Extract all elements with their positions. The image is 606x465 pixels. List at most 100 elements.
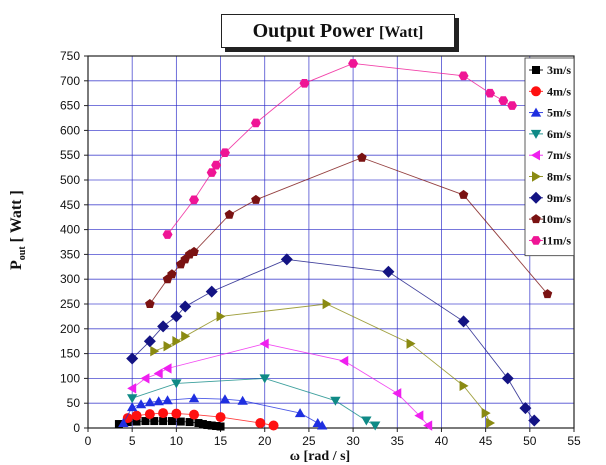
y-tick-label-2: 100 — [60, 371, 80, 385]
series-4m/s — [122, 408, 279, 431]
y-tick-label-5: 250 — [60, 297, 80, 311]
data-point-1-4 — [171, 408, 182, 419]
data-point-2-3 — [144, 397, 156, 407]
data-point-7-8 — [251, 194, 261, 204]
data-point-3-5 — [369, 421, 381, 431]
data-point-7-9 — [357, 152, 367, 162]
legend-label-4: 7m/s — [547, 148, 571, 162]
legend-label-3: 6m/s — [547, 127, 571, 141]
data-point-5-0 — [150, 345, 160, 357]
data-point-7-2 — [167, 269, 177, 279]
legend-label-0: 3m/s — [547, 63, 571, 77]
x-tick-label-3: 15 — [214, 434, 228, 448]
data-point-4-5 — [339, 355, 349, 367]
legend-label-2: 5m/s — [547, 106, 571, 120]
legend-marker-8 — [531, 236, 541, 245]
data-point-6-5 — [205, 285, 218, 298]
data-point-4-2 — [153, 368, 163, 379]
data-point-0-12 — [207, 421, 216, 430]
data-point-0-11 — [203, 421, 212, 430]
legend-label-5: 8m/s — [547, 170, 571, 184]
y-tick-label-6: 300 — [60, 272, 80, 286]
data-point-3-2 — [259, 374, 270, 384]
data-point-6-8 — [457, 315, 470, 328]
y-tick-label-12: 600 — [60, 123, 80, 137]
data-point-2-9 — [294, 408, 306, 418]
data-point-1-3 — [158, 408, 169, 419]
data-point-8-6 — [299, 78, 310, 88]
series-5m/s — [118, 393, 328, 430]
data-point-8-7 — [348, 59, 359, 68]
data-point-0-2 — [132, 417, 141, 426]
series-6m/s — [126, 374, 381, 431]
legend-label-1: 4m/s — [547, 84, 571, 98]
data-point-2-5 — [162, 395, 173, 405]
data-point-4-3 — [162, 363, 172, 374]
x-tick-label-1: 5 — [129, 434, 136, 448]
x-tick-label-6: 30 — [346, 434, 360, 448]
data-point-8-2 — [206, 168, 217, 177]
y-tick-label-3: 150 — [60, 347, 80, 361]
data-point-5-9 — [486, 417, 496, 429]
series-8m/s — [150, 298, 496, 429]
series-9m/s — [126, 253, 541, 427]
chart-title-unit: [Watt] — [378, 23, 424, 41]
data-point-4-8 — [423, 420, 433, 431]
series-7m/s — [127, 338, 433, 431]
data-point-5-6 — [406, 338, 416, 349]
y-tick-label-14: 700 — [60, 74, 80, 88]
data-point-0-9 — [194, 419, 203, 428]
data-point-6-10 — [519, 402, 532, 415]
data-point-6-6 — [280, 253, 293, 266]
data-point-8-4 — [219, 148, 230, 158]
legend-marker-5 — [532, 171, 541, 182]
data-point-8-3 — [211, 160, 222, 170]
legend-marker-7 — [531, 214, 541, 224]
data-point-0-0 — [114, 420, 123, 429]
series-line-5 — [154, 303, 491, 424]
y-tick-label-10: 500 — [60, 173, 80, 187]
data-point-6-3 — [170, 310, 183, 323]
x-tick-label-11: 55 — [567, 434, 581, 448]
data-point-1-6 — [215, 412, 226, 423]
data-point-7-10 — [458, 189, 469, 199]
data-point-3-3 — [330, 396, 341, 406]
data-point-2-6 — [188, 393, 200, 403]
data-point-6-7 — [382, 265, 395, 278]
y-tick-label-9: 450 — [60, 198, 80, 212]
legend-marker-1 — [531, 86, 541, 97]
x-tick-label-8: 40 — [435, 434, 449, 448]
data-point-8-11 — [507, 101, 518, 110]
data-point-4-7 — [414, 410, 424, 421]
legend-marker-3 — [530, 129, 542, 139]
chart-title-box: Output Power [Watt] — [221, 14, 455, 48]
y-tick-label-13: 650 — [60, 99, 80, 113]
data-point-2-8 — [237, 395, 248, 405]
x-tick-label-5: 25 — [302, 434, 316, 448]
data-point-8-10 — [498, 96, 509, 105]
x-tick-label-10: 50 — [523, 434, 537, 448]
data-point-8-1 — [189, 195, 200, 205]
legend-marker-6 — [530, 191, 542, 204]
data-point-2-0 — [118, 418, 129, 428]
data-point-4-1 — [140, 373, 150, 384]
data-point-7-11 — [542, 289, 553, 299]
data-point-3-1 — [171, 379, 182, 389]
legend-label-7: 10m/s — [541, 212, 571, 226]
data-point-3-4 — [361, 416, 372, 426]
series-11m/s — [162, 59, 518, 239]
data-point-2-1 — [126, 402, 138, 412]
data-point-0-14 — [216, 422, 225, 431]
data-point-2-2 — [135, 399, 147, 409]
data-point-1-0 — [122, 413, 133, 424]
legend-marker-0 — [532, 66, 540, 74]
data-point-0-7 — [176, 417, 185, 426]
x-tick-label-9: 45 — [479, 434, 493, 448]
data-point-3-0 — [126, 394, 138, 404]
y-tick-label-8: 400 — [60, 223, 80, 237]
data-point-2-11 — [316, 420, 328, 430]
x-tick-label-4: 20 — [258, 434, 272, 448]
data-point-6-2 — [157, 320, 170, 333]
x-axis-label: ω [rad / s] — [289, 449, 351, 464]
